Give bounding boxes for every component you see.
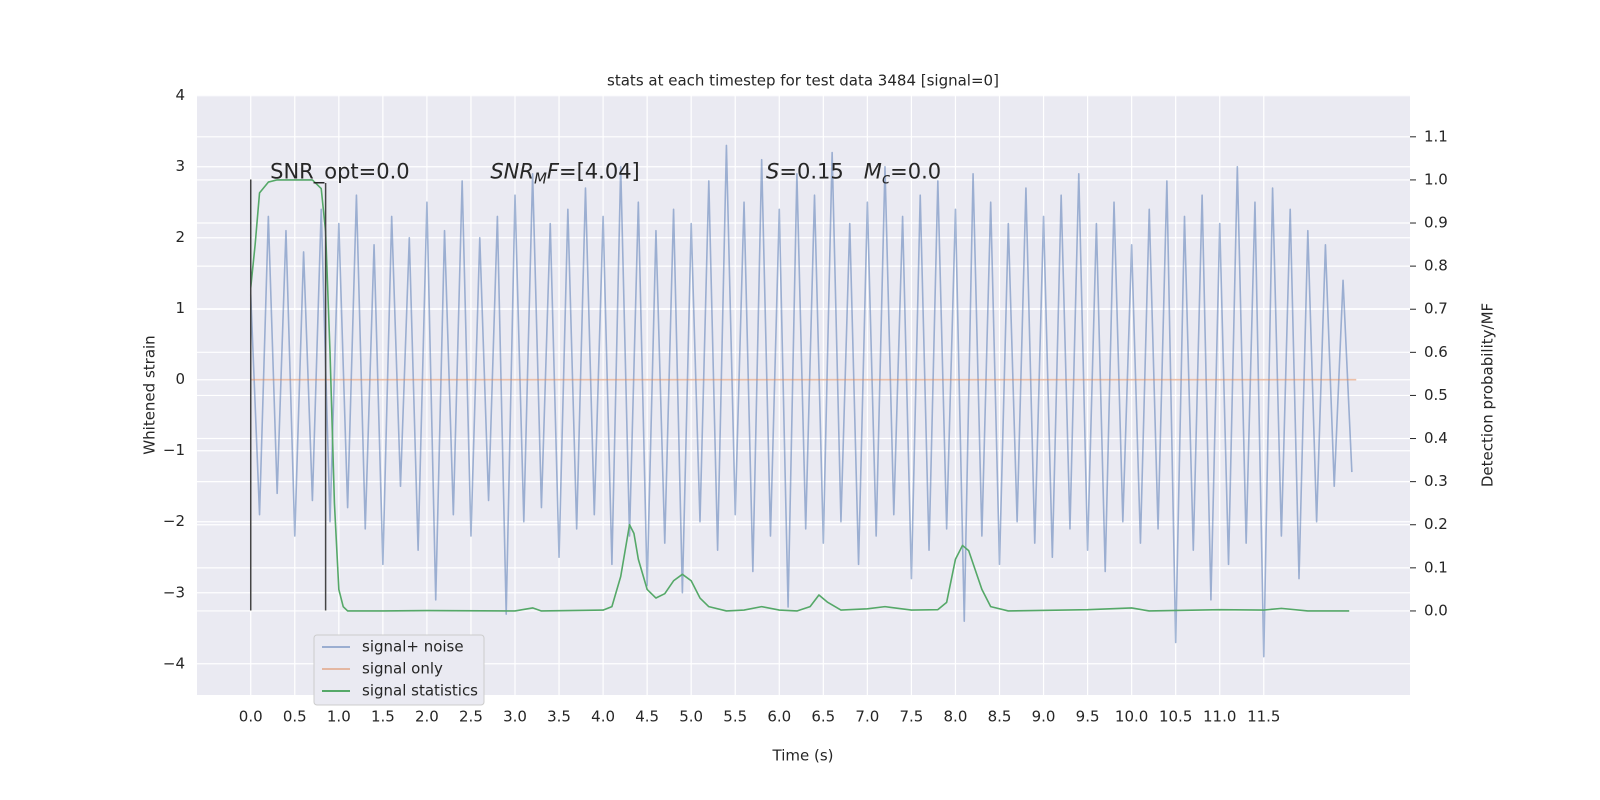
x-tick-label: 1.5: [371, 708, 395, 726]
y2-axis-label: Detection probability/MF: [1479, 303, 1497, 487]
legend-label: signal statistics: [362, 682, 478, 700]
annotation-part: =0.0: [890, 159, 941, 183]
y2-tick-label: 1.0: [1424, 170, 1448, 188]
y-tick-label: −2: [163, 512, 185, 530]
y-tick-label: 4: [175, 86, 185, 104]
legend: signal+ noise signal only signal statistic…: [313, 634, 485, 706]
y2-tick-label: 0.6: [1424, 343, 1448, 361]
x-tick-label: 10.0: [1115, 708, 1148, 726]
legend-box: [313, 634, 485, 706]
annotation-part: M: [534, 169, 547, 187]
series-line: [249, 144, 1353, 658]
x-tick-label: 11.5: [1247, 708, 1280, 726]
legend-label: signal+ noise: [362, 638, 464, 656]
y-tick-label: 1: [175, 299, 185, 317]
x-tick-label: 9.0: [1032, 708, 1056, 726]
x-tick-label: 9.5: [1076, 708, 1100, 726]
x-tick-label: 0.0: [239, 708, 263, 726]
annotation: SNR_opt=0.0: [270, 159, 410, 184]
x-tick-label: 8.5: [988, 708, 1012, 726]
y2-tick-label: 0.1: [1424, 558, 1448, 576]
annotation: S=0.15 Mc=0.0: [766, 159, 941, 187]
x-tick-label: 7.0: [855, 708, 879, 726]
y2-tick-label: 0.5: [1424, 386, 1448, 404]
series-line: [249, 179, 1350, 612]
y-tick-label: 2: [175, 228, 185, 246]
x-tick-label: 5.0: [679, 708, 703, 726]
y-tick-label: 3: [175, 157, 185, 175]
y2-tick-label: 0.4: [1424, 429, 1448, 447]
x-axis-label: Time (s): [772, 747, 834, 765]
x-tick-label: 0.5: [283, 708, 307, 726]
x-tick-label: 8.0: [944, 708, 968, 726]
y-tick-label: 0: [175, 370, 185, 388]
y2-tick-label: 1.1: [1424, 127, 1448, 145]
y2-tick-label: 0.9: [1424, 214, 1448, 232]
x-tick-label: 2.5: [459, 708, 483, 726]
x-tick-label: 3.0: [503, 708, 527, 726]
x-tick-label: 1.0: [327, 708, 351, 726]
x-tick-label: 4.5: [635, 708, 659, 726]
annotation-part: =[4.04]: [559, 159, 640, 183]
y-axis-label: Whitened strain: [141, 335, 159, 454]
y-tick-label: −4: [163, 654, 185, 672]
annotation-part: SNR_opt=0.0: [270, 159, 410, 184]
y2-tick-label: 0.3: [1424, 472, 1448, 490]
annotation-part: S: [766, 159, 779, 183]
x-tick-label: 2.0: [415, 708, 439, 726]
annotation-part: M: [864, 159, 882, 183]
x-tick-label: 11.0: [1203, 708, 1236, 726]
annotation-part: SNR: [490, 159, 534, 183]
chart-title: stats at each timestep for test data 348…: [607, 72, 999, 90]
annotation-part: =0.15: [779, 159, 863, 183]
x-tick-label: 6.5: [811, 708, 835, 726]
x-tick-label: 6.0: [767, 708, 791, 726]
x-tick-label: 10.5: [1159, 708, 1192, 726]
y2-tick-label: 0.7: [1424, 300, 1448, 318]
annotation-part: c: [882, 169, 891, 187]
x-tick-label: 7.5: [899, 708, 923, 726]
annotation-part: F: [547, 159, 560, 183]
x-tick-label: 3.5: [547, 708, 571, 726]
y-tick-label: −3: [163, 583, 185, 601]
y-tick-label: −1: [163, 441, 185, 459]
grid: [197, 95, 1410, 695]
x-tick-label: 5.5: [723, 708, 747, 726]
y2-tick-label: 0.0: [1424, 601, 1448, 619]
legend-label: signal only: [362, 660, 443, 678]
x-tick-label: 4.0: [591, 708, 615, 726]
y2-tick-label: 0.8: [1424, 257, 1448, 275]
annotation: SNRMF=[4.04]: [490, 159, 639, 187]
y2-tick-label: 0.2: [1424, 515, 1448, 533]
